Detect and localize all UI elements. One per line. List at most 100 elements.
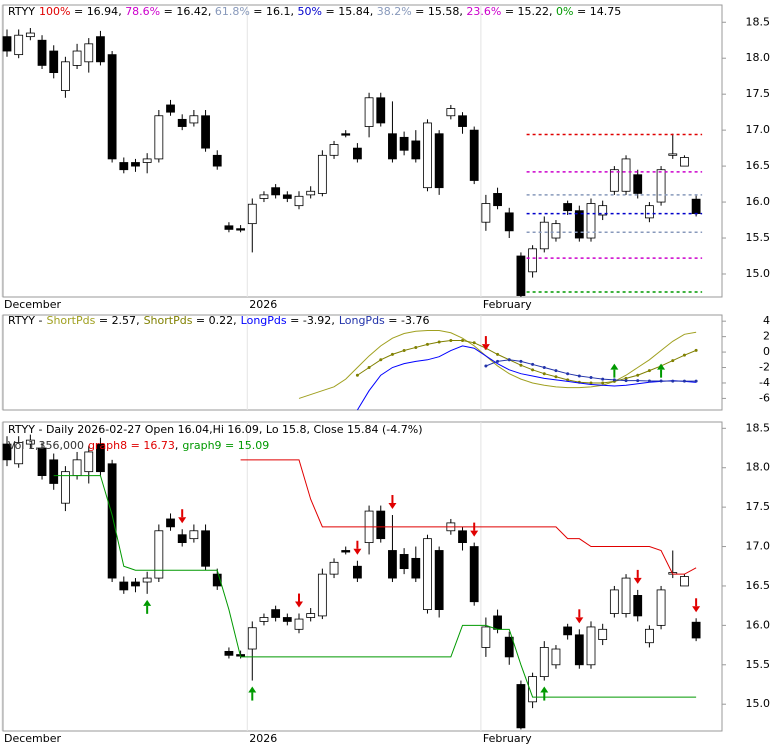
candle-body bbox=[493, 615, 502, 630]
y-tick-label: 17.5 bbox=[746, 87, 771, 100]
candle-body bbox=[61, 61, 70, 91]
candle-body bbox=[96, 36, 105, 63]
signal-arrow bbox=[353, 548, 362, 555]
legend-name: 38.2% bbox=[377, 5, 412, 18]
candle-body bbox=[166, 518, 175, 528]
candle-body bbox=[399, 136, 409, 151]
y-tick-label: -4 bbox=[759, 376, 770, 389]
legend-value: 16.1 bbox=[266, 5, 291, 18]
candle-body bbox=[131, 162, 140, 167]
candle-body bbox=[236, 228, 246, 231]
candle-body bbox=[177, 534, 187, 544]
candle-body bbox=[621, 577, 631, 614]
x-tick-label: February bbox=[483, 732, 532, 745]
candle-body bbox=[364, 97, 374, 127]
candle-body bbox=[586, 626, 596, 666]
candle-body bbox=[14, 34, 24, 56]
legend-value: 15.58 bbox=[428, 5, 460, 18]
series-line bbox=[240, 459, 697, 575]
candle-body bbox=[481, 203, 491, 223]
candle-body bbox=[528, 676, 537, 703]
candle-body bbox=[598, 628, 608, 640]
legend-name: ShortPds bbox=[46, 314, 95, 327]
y-tick-label: 0 bbox=[763, 345, 770, 358]
candle-body bbox=[119, 581, 129, 591]
candle-body bbox=[317, 154, 327, 194]
candle-body bbox=[72, 50, 82, 66]
legend-sep: , bbox=[175, 439, 179, 452]
legend-sep: = bbox=[574, 5, 590, 18]
series-line bbox=[485, 359, 697, 382]
candle-body bbox=[25, 32, 35, 38]
legend-value: 15.22 bbox=[518, 5, 550, 18]
candle-body bbox=[142, 577, 152, 583]
legend-sep: = bbox=[160, 5, 176, 18]
candle-body bbox=[37, 39, 47, 66]
y-tick-label: 18.0 bbox=[746, 461, 771, 474]
candle-body bbox=[352, 565, 362, 579]
candle-body bbox=[458, 530, 467, 544]
candle-body bbox=[107, 54, 117, 160]
candle-body bbox=[434, 550, 444, 611]
candle-body bbox=[306, 613, 316, 618]
candle-body bbox=[142, 158, 152, 163]
legend-sep: = bbox=[412, 5, 428, 18]
x-tick-label: 2026 bbox=[249, 298, 277, 311]
candle-body bbox=[189, 530, 199, 540]
candle-body bbox=[633, 174, 643, 194]
candle-body bbox=[423, 122, 432, 189]
legend-sep: = bbox=[95, 314, 111, 327]
y-tick-label: 18.5 bbox=[746, 15, 771, 28]
y-tick-label: 18.0 bbox=[746, 51, 771, 64]
candle-body bbox=[656, 169, 666, 203]
legend-name: 100% bbox=[39, 5, 70, 18]
x-tick-label: December bbox=[4, 732, 62, 745]
legend-value: 15.09 bbox=[238, 439, 270, 452]
legend-sep: = bbox=[222, 439, 238, 452]
candle-body bbox=[2, 36, 12, 52]
price-panel bbox=[2, 4, 723, 298]
candle-body bbox=[61, 471, 70, 504]
candle-body bbox=[691, 621, 701, 639]
candle-body bbox=[516, 684, 526, 729]
signal-arrow bbox=[657, 363, 666, 370]
candle-body bbox=[411, 140, 421, 160]
x-tick-label: February bbox=[483, 298, 532, 311]
signal-arrow bbox=[143, 599, 152, 606]
candle-body bbox=[680, 576, 689, 587]
legend-sep: = bbox=[287, 314, 303, 327]
candle-body bbox=[609, 589, 619, 614]
y-tick-label: 15.0 bbox=[746, 697, 771, 710]
candle-body bbox=[668, 153, 678, 156]
series-line bbox=[53, 475, 697, 698]
series-line bbox=[357, 339, 697, 384]
y-tick-label: 15.5 bbox=[746, 658, 771, 671]
panel-title: RTYY - Daily 2026-02-27 Open 16.04,Hi 16… bbox=[8, 423, 422, 436]
candle-body bbox=[166, 104, 175, 113]
signal-arrow bbox=[295, 601, 303, 608]
candle-body bbox=[656, 589, 666, 626]
y-tick-label: 2 bbox=[763, 330, 770, 343]
legend-sep: , bbox=[118, 5, 125, 18]
y-tick-label: 17.5 bbox=[746, 500, 771, 513]
candle-body bbox=[72, 459, 82, 477]
legend-sep: = bbox=[385, 314, 401, 327]
legend-symbol: RTYY bbox=[8, 5, 35, 18]
series-line bbox=[298, 329, 697, 399]
candle-body bbox=[177, 118, 187, 127]
candle-body bbox=[574, 634, 584, 666]
candle-body bbox=[25, 439, 35, 445]
candle-body bbox=[621, 158, 631, 192]
candle-body bbox=[271, 609, 281, 618]
legend-sep: = bbox=[250, 5, 266, 18]
legend-name: 50% bbox=[298, 5, 322, 18]
y-tick-label: 4 bbox=[763, 314, 770, 327]
candle-body bbox=[14, 442, 24, 465]
candle-body bbox=[563, 626, 573, 636]
y-tick-label: 18.5 bbox=[746, 421, 771, 434]
candle-body bbox=[551, 648, 561, 666]
candle-body bbox=[247, 203, 257, 225]
candle-body bbox=[154, 530, 164, 579]
price-legend: RTYY 100% = 16.94, 78.6% = 16.42, 61.8% =… bbox=[8, 5, 621, 18]
legend-sep: = bbox=[322, 5, 338, 18]
